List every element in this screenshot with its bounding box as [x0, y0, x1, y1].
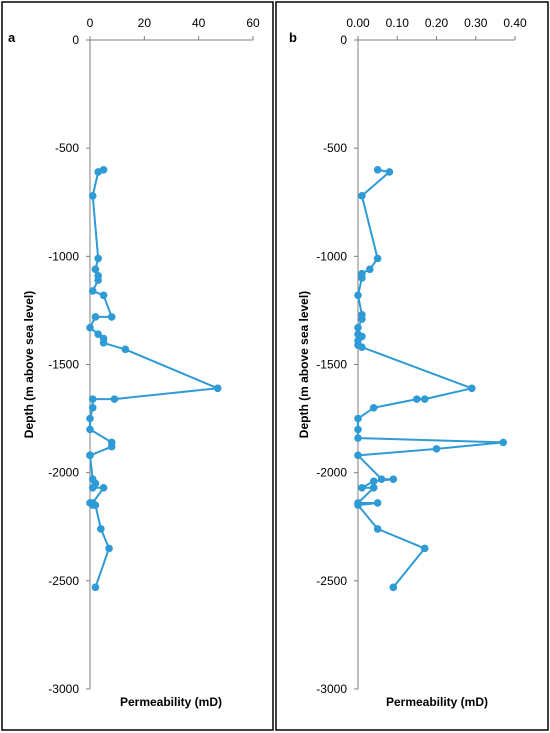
data-point — [88, 484, 97, 492]
data-point — [88, 191, 97, 200]
data-point — [358, 484, 366, 492]
y-axis-title: Depth (m above sea level) — [297, 291, 311, 438]
data-point — [91, 501, 100, 509]
data-point — [468, 384, 476, 393]
x-axis-title: Permeability (mD) — [386, 695, 488, 709]
y-tick-label: -2500 — [316, 574, 347, 588]
data-point — [99, 291, 108, 300]
y-tick-label: -500 — [323, 141, 347, 155]
y-tick-label: -1000 — [316, 249, 347, 263]
data-point — [369, 484, 378, 492]
y-tick-label: -2000 — [316, 466, 347, 480]
data-point — [389, 475, 398, 483]
data-point — [121, 345, 130, 354]
panel-letter: b — [289, 30, 297, 45]
data-point — [369, 477, 378, 486]
data-point — [91, 313, 100, 321]
data-point — [91, 583, 100, 592]
x-tick-label: 0.00 — [346, 16, 370, 30]
y-tick-label: -2000 — [48, 466, 79, 480]
data-point — [385, 168, 394, 176]
y-tick-label: 0 — [340, 33, 347, 47]
x-tick-label: 0.40 — [503, 16, 527, 30]
data-point — [86, 323, 94, 332]
data-point — [420, 544, 429, 553]
data-point — [358, 315, 366, 323]
panel-b: 0.00 0.10 0.20 0.30 0.40 0 -500 -1000 -1500 -2000… — [275, 1, 549, 731]
data-point — [354, 501, 362, 509]
x-tick-label: 40 — [192, 16, 206, 30]
panel-frame — [1, 1, 274, 731]
data-point — [213, 384, 222, 393]
data-point — [91, 265, 100, 274]
data-point — [365, 265, 374, 274]
data-point — [354, 414, 362, 423]
data-point — [86, 414, 94, 423]
data-point — [358, 191, 366, 200]
data-point — [97, 525, 105, 533]
data-point — [499, 438, 508, 447]
y-axis-title: Depth (m above sea level) — [22, 291, 36, 438]
data-point — [420, 395, 429, 403]
data-point — [99, 339, 108, 347]
data-point — [86, 425, 94, 434]
y-tick-label: -3000 — [48, 682, 79, 696]
data-point — [107, 313, 116, 321]
data-point — [358, 343, 366, 351]
y-tick-label: -1500 — [316, 358, 347, 372]
data-point — [94, 168, 102, 176]
panel-letter: a — [8, 30, 16, 45]
data-point — [354, 425, 362, 434]
data-point — [354, 434, 362, 442]
data-point — [86, 451, 94, 460]
data-point — [88, 403, 97, 412]
data-point — [99, 484, 108, 492]
data-point — [377, 475, 386, 483]
data-point — [389, 583, 398, 592]
data-point — [94, 254, 102, 263]
data-point — [358, 274, 366, 282]
data-point — [94, 276, 102, 284]
x-tick-label: 20 — [138, 16, 152, 30]
data-point — [354, 291, 362, 300]
data-point — [373, 525, 382, 533]
data-point — [105, 544, 113, 553]
x-tick-label: 0.30 — [464, 16, 488, 30]
data-point — [413, 395, 421, 403]
data-point — [107, 442, 116, 451]
x-tick-label: 60 — [246, 16, 260, 30]
data-point — [88, 287, 97, 295]
data-point — [354, 323, 362, 332]
y-tick-label: -2500 — [48, 574, 79, 588]
panel-frame — [275, 1, 549, 731]
data-point — [432, 445, 441, 453]
y-tick-label: 0 — [72, 33, 79, 47]
panel-a: 0 20 40 60 0 -500 -1000 -1500 -2000 -2500 -3000 a Pe… — [1, 1, 274, 731]
data-point — [373, 166, 382, 174]
data-point — [369, 403, 378, 412]
data-point — [94, 330, 102, 339]
data-point — [88, 395, 97, 403]
y-tick-label: -3000 — [316, 682, 347, 696]
x-tick-label: 0 — [87, 16, 94, 30]
data-point — [110, 395, 119, 403]
x-tick-label: 0.20 — [425, 16, 449, 30]
x-tick-label: 0.10 — [386, 16, 410, 30]
x-axis-title: Permeability (mD) — [120, 695, 222, 709]
data-point — [354, 451, 362, 460]
y-tick-label: -1000 — [48, 249, 79, 263]
data-point — [373, 254, 382, 263]
y-tick-label: -1500 — [48, 358, 79, 372]
data-point — [373, 499, 382, 507]
y-tick-label: -500 — [55, 141, 79, 155]
